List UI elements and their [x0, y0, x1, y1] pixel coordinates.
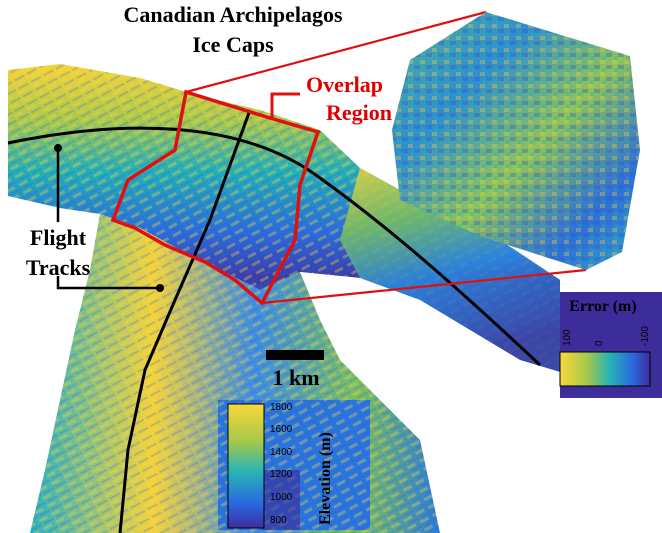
elev-tick-1400: 1400	[270, 447, 293, 458]
flight-track-curve	[7, 126, 542, 367]
flight-label-line1: Flight	[30, 225, 87, 250]
flight-marker-top	[54, 144, 62, 152]
elevation-colorbar	[227, 403, 265, 529]
scale-label: 1 km	[272, 365, 319, 390]
elevation-inset-shadow	[262, 470, 300, 530]
elev-tick-1200: 1200	[270, 469, 293, 480]
scale-bar	[266, 350, 324, 360]
map-title-line2: Ice Caps	[192, 32, 274, 57]
zoom-line-bottom	[261, 268, 587, 305]
zoom-line-top	[185, 10, 487, 94]
flight-marker-bottom	[156, 284, 164, 292]
overlap-region-outline	[110, 89, 321, 306]
error-colorbar	[559, 351, 651, 387]
elev-tick-1600: 1600	[270, 424, 293, 435]
flight-leader-bottom	[56, 276, 160, 290]
elev-tick-1800: 1800	[270, 402, 293, 413]
flight-track-line	[118, 109, 252, 533]
overlap-leader	[270, 92, 300, 118]
error-tick-100: 100	[562, 329, 573, 346]
gap-region	[300, 272, 560, 400]
elevation-colorbar-title: Elevation (m)	[317, 432, 334, 525]
flight-label-line2: Tracks	[26, 255, 91, 280]
error-tick-0: 0	[594, 340, 605, 346]
elev-tick-1000: 1000	[270, 492, 293, 503]
elev-tick-800: 800	[270, 515, 287, 526]
elevation-band-right	[340, 168, 560, 372]
error-inset-texture	[392, 12, 640, 270]
error-colorbar-title: Error (m)	[569, 298, 636, 315]
error-tick-minus100: -100	[640, 326, 651, 346]
map-title-line1: Canadian Archipelagos	[123, 2, 342, 27]
overlap-label-line1: Overlap	[306, 72, 383, 97]
overlap-label-line2: Region	[326, 100, 392, 125]
